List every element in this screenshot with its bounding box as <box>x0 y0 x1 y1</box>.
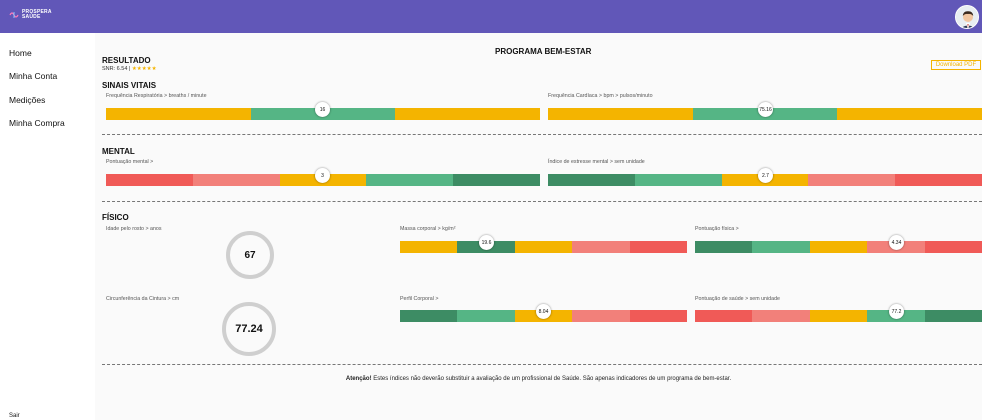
bar-segment-green <box>634 174 722 186</box>
section-title-fisico: FÍSICO <box>102 213 129 222</box>
avatar-icon <box>956 6 978 28</box>
metric-label-physical: Pontuação física > <box>695 226 739 232</box>
bar-segment-light-red <box>808 174 896 186</box>
bar-segment-yellow <box>514 241 573 253</box>
brand-line1: PROSPERA <box>22 9 52 15</box>
bar-segment-green <box>752 241 810 253</box>
download-pdf-button[interactable]: Download PDF <box>931 60 981 70</box>
bar-segment-yellow <box>395 108 541 120</box>
bar-segment-red <box>629 241 688 253</box>
heart-rate-bar <box>548 108 982 120</box>
snr-rating: SNR: 6.54 | ★★★★★ <box>102 66 157 72</box>
metric-label-mental: Pontuação mental > <box>106 159 154 165</box>
bar-segment-yellow <box>809 241 868 253</box>
bar-segment-light-red <box>572 241 630 253</box>
main-content: PROGRAMA BEM-ESTAR RESULTADO SNR: 6.54 |… <box>95 33 982 420</box>
section-divider <box>102 201 982 202</box>
star-rating: ★★★★★ <box>131 66 157 72</box>
brand-line2: SAÚDE <box>22 14 41 20</box>
health-score-marker: 77.2 <box>889 304 904 319</box>
stress-index-marker: 2.7 <box>758 168 773 183</box>
section-title-mental: MENTAL <box>102 147 135 156</box>
bar-segment-dark-green <box>453 174 540 186</box>
mental-score-bar <box>106 174 540 186</box>
user-avatar[interactable] <box>955 5 979 29</box>
bar-segment-yellow <box>548 108 693 120</box>
bar-segment-dark-green <box>924 310 982 322</box>
logout-link[interactable]: Sair <box>9 413 20 419</box>
metric-label-face-age: Idade pelo rosto > anos <box>106 226 162 232</box>
metric-label-waist: Circunferência da Cintura > cm <box>106 296 180 302</box>
disclaimer-text: Estes índices não deverão substituir a a… <box>371 376 732 382</box>
bar-segment-yellow <box>837 108 982 120</box>
metric-label-health: Pontuação de saúde > sem unidade <box>695 296 780 302</box>
sidebar-item-minha-compra[interactable]: Minha Compra <box>9 118 65 128</box>
disclaimer-notice: Atenção! Estes índices não deverão subst… <box>95 376 982 382</box>
sidebar-item-home[interactable]: Home <box>9 48 32 58</box>
metric-label-resp: Frequência Respiratória > breaths / minu… <box>106 93 207 99</box>
snr-label: SNR: 6.54 | <box>102 66 131 72</box>
body-mass-marker: 19.6 <box>479 235 494 250</box>
bar-segment-red <box>629 310 688 322</box>
bar-segment-dark-green <box>400 310 458 322</box>
bar-segment-red <box>924 241 982 253</box>
bar-segment-yellow <box>106 108 251 120</box>
physical-score-bar <box>695 241 982 253</box>
disclaimer-strong: Atenção! <box>345 376 372 382</box>
metric-label-body-mass: Massa corporal > kg/m² <box>400 226 456 232</box>
body-profile-marker: 8.04 <box>536 304 551 319</box>
section-title-vitais: SINAIS VITAIS <box>102 81 157 90</box>
brand-logo[interactable]: PROSPERA SAÚDE <box>9 10 52 20</box>
mental-score-marker: 3 <box>315 168 330 183</box>
result-heading: RESULTADO <box>102 56 151 65</box>
bar-segment-red <box>895 174 982 186</box>
section-divider <box>102 134 982 135</box>
sidebar-item-medicoes[interactable]: Medições <box>9 95 46 105</box>
logo-icon <box>9 10 19 20</box>
metric-label-stress: Índice de estresse mental > sem unidade <box>548 159 645 165</box>
top-bar: PROSPERA SAÚDE <box>0 0 982 33</box>
bar-segment-dark-green <box>548 174 635 186</box>
bar-segment-light-red <box>752 310 810 322</box>
metric-label-cardiac: Frequência Cardíaca > bpm > pulsos/minut… <box>548 93 653 99</box>
respiratory-rate-marker: 16 <box>315 102 330 117</box>
body-mass-bar <box>400 241 688 253</box>
heart-rate-marker: 75.16 <box>758 102 773 117</box>
bar-segment-green <box>366 174 454 186</box>
metric-label-body-profile: Perfil Corporal > <box>400 296 439 302</box>
bar-segment-red <box>695 310 753 322</box>
section-divider <box>102 364 982 365</box>
bar-segment-yellow <box>400 241 458 253</box>
health-score-bar <box>695 310 982 322</box>
sidebar-item-minha-conta[interactable]: Minha Conta <box>9 71 58 81</box>
bar-segment-green <box>457 310 515 322</box>
sidebar: Home Minha Conta Medições Minha Compra <box>0 33 95 420</box>
bar-segment-yellow <box>809 310 868 322</box>
bar-segment-light-red <box>572 310 630 322</box>
page-title: PROGRAMA BEM-ESTAR <box>495 47 592 56</box>
bar-segment-red <box>106 174 193 186</box>
physical-score-marker: 4.34 <box>889 235 904 250</box>
face-age-ring: 67 <box>226 231 274 279</box>
waist-ring: 77.24 <box>222 302 276 356</box>
stress-index-bar <box>548 174 982 186</box>
bar-segment-dark-green <box>695 241 753 253</box>
bar-segment-light-red <box>192 174 280 186</box>
